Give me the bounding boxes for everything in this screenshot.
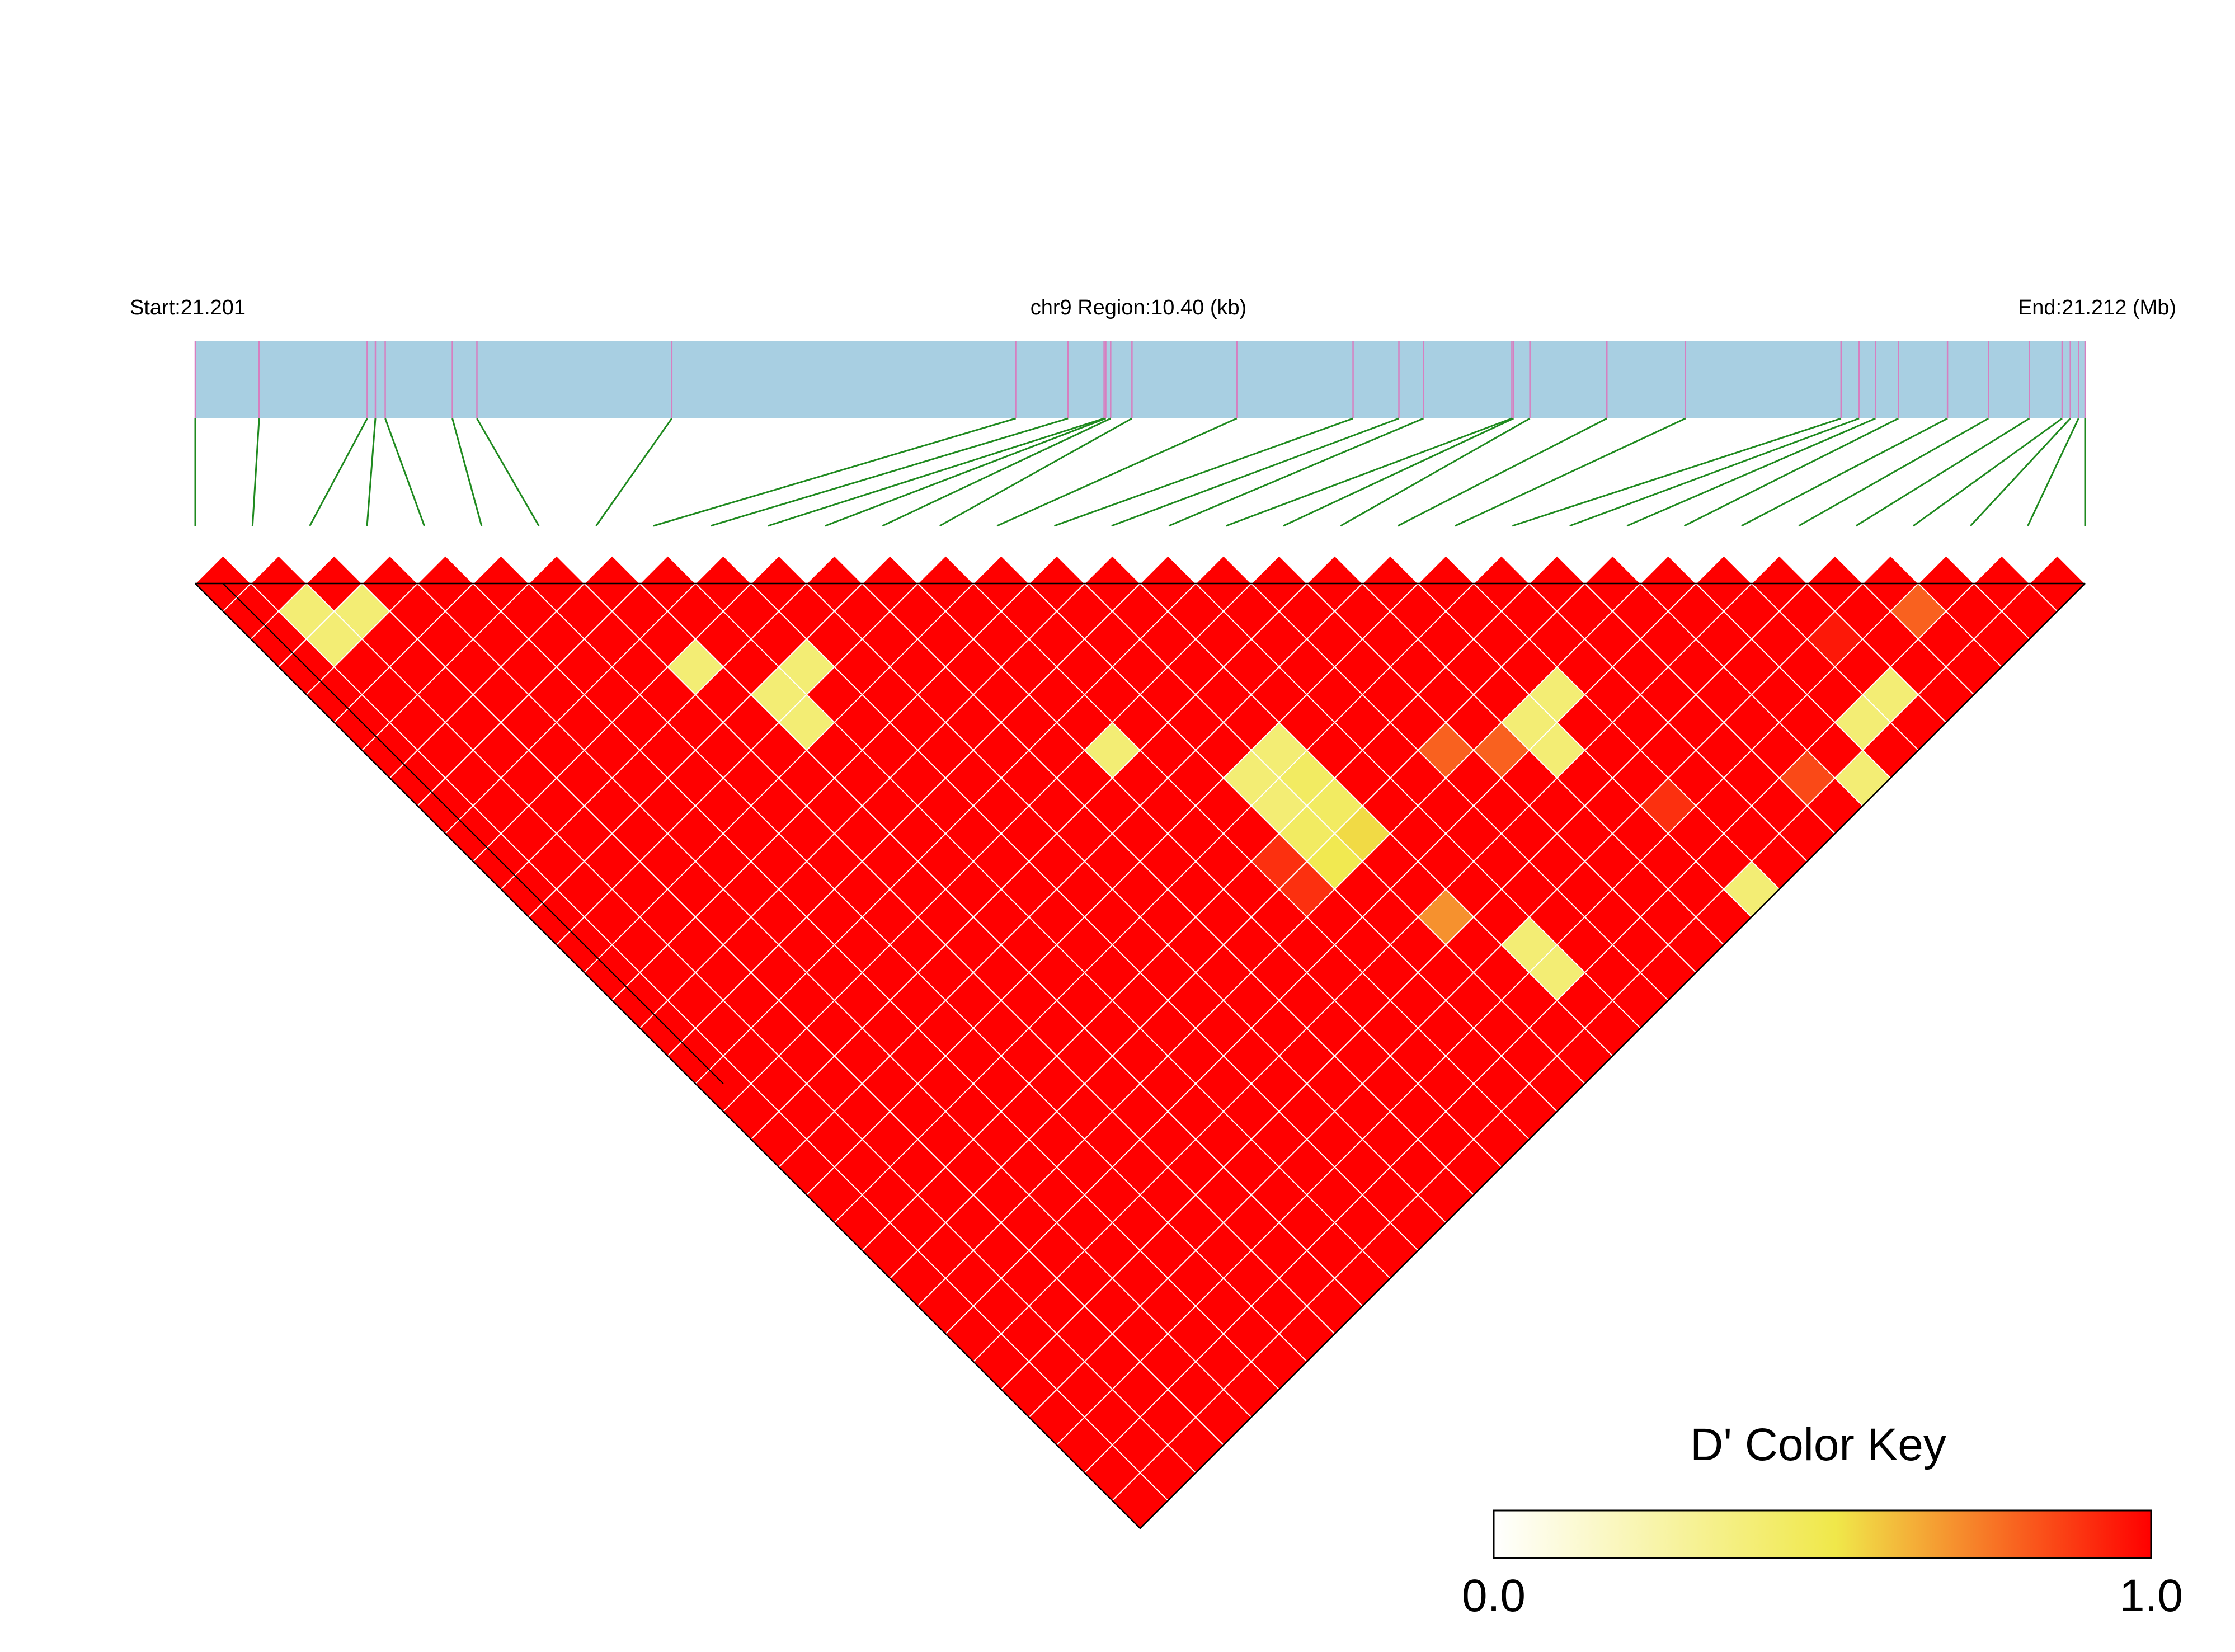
snp-connector <box>1512 417 1842 527</box>
snp-connector <box>476 418 540 526</box>
region-bar <box>195 341 2085 418</box>
triangle-edge <box>195 583 2086 1529</box>
snp-connector <box>1111 417 1400 527</box>
snp-connector <box>1226 417 1513 527</box>
snp-connector <box>996 417 1238 527</box>
snp-connector <box>384 418 425 526</box>
snp-connector <box>251 418 260 526</box>
region-label: chr9 Region:10.40 (kb) <box>1031 296 1247 319</box>
end-position-label: End:21.212 (Mb) <box>2018 296 2176 319</box>
snp-connector <box>451 418 483 526</box>
snp-connector <box>768 417 1105 527</box>
ld-triangle-outline <box>195 582 2086 1529</box>
snp-connector <box>1683 417 1899 527</box>
snp-connector <box>1855 417 2030 527</box>
snp-connector <box>1970 417 2071 527</box>
snp-connector <box>653 417 1016 527</box>
snp-connector-lines <box>194 417 2086 527</box>
haplotype-block-outline <box>222 583 724 1084</box>
snp-connector <box>1913 417 2063 527</box>
snp-connector <box>710 417 1069 527</box>
snp-connector <box>939 417 1133 527</box>
snp-connector <box>825 417 1107 527</box>
snp-connector <box>366 418 377 526</box>
snp-connector <box>882 417 1111 527</box>
snp-connector <box>1397 417 1607 527</box>
ld-heatmap <box>194 554 2086 1529</box>
snp-connector <box>2027 418 2079 526</box>
snp-connector <box>1283 417 1514 527</box>
snp-position-marks <box>194 341 2086 418</box>
snp-connector <box>1168 417 1424 527</box>
snp-connector <box>1340 417 1531 527</box>
snp-connector <box>1569 417 1860 527</box>
color-key-gradient-bar <box>1493 1509 2152 1559</box>
color-key-title: D' Color Key <box>1690 1419 1946 1470</box>
snp-connector <box>1798 417 1989 527</box>
snp-connector <box>1053 417 1354 527</box>
snp-connector <box>595 418 673 526</box>
snp-connector <box>1455 417 1686 527</box>
snp-connector <box>1741 417 1948 527</box>
snp-connector <box>1626 417 1876 527</box>
color-key-max-label: 1.0 <box>2119 1570 2183 1621</box>
color-key-min-label: 0.0 <box>1462 1570 1526 1621</box>
snp-connector <box>309 418 368 526</box>
start-position-label: Start:21.201 <box>130 296 246 319</box>
